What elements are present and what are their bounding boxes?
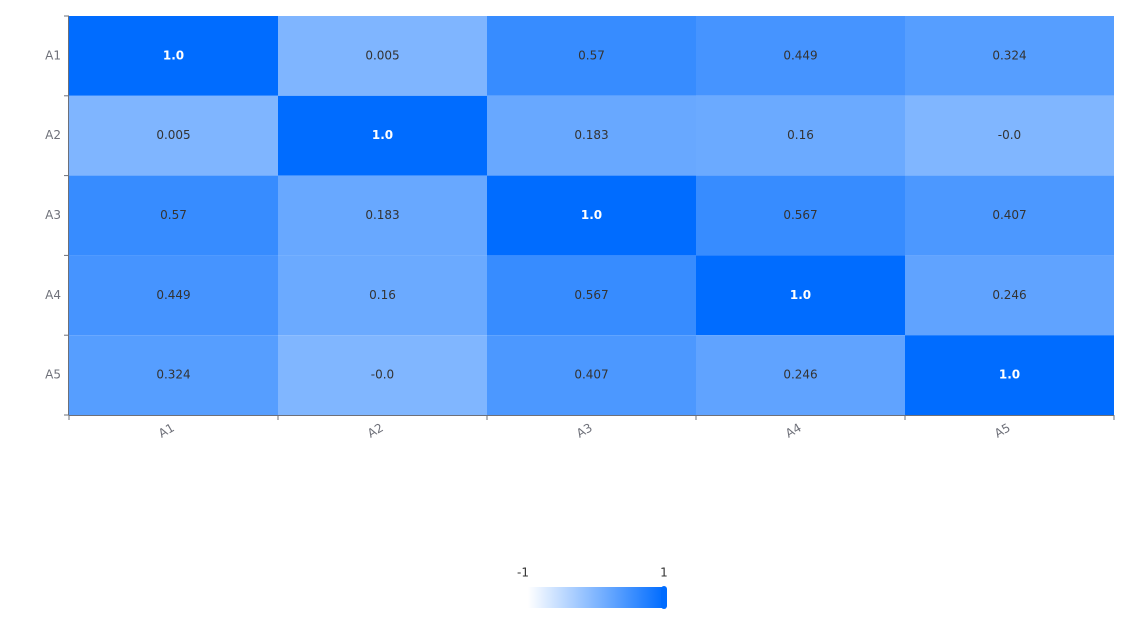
- heatmap-cell: [696, 255, 905, 336]
- cell-label: -0.0: [998, 128, 1021, 142]
- x-tick-label: A5: [992, 421, 1013, 441]
- heatmap-cell: [278, 255, 487, 336]
- heatmap-cell: [69, 95, 278, 176]
- cell-label: 0.246: [992, 288, 1026, 302]
- x-tick-label: A4: [783, 421, 804, 441]
- y-tick-label: A1: [45, 48, 61, 62]
- y-tick-label: A3: [45, 208, 61, 222]
- heatmap-cell: [69, 175, 278, 256]
- heatmap-cell: [487, 16, 696, 96]
- heatmap-cell: [487, 95, 696, 176]
- heatmap-cell: [69, 16, 278, 96]
- cell-label: 1.0: [999, 368, 1020, 382]
- heatmap-cell: [487, 335, 696, 415]
- cell-label: 1.0: [372, 128, 393, 142]
- y-tick-label: A2: [45, 128, 61, 142]
- cell-label: 0.449: [156, 288, 190, 302]
- visual-map-max-label: 1: [660, 566, 668, 580]
- x-tick-label: A1: [156, 421, 177, 441]
- x-tick-label: A3: [574, 421, 595, 441]
- heatmap-cell: [696, 95, 905, 176]
- cell-label: 0.183: [574, 128, 608, 142]
- heatmap-cell: [905, 16, 1114, 96]
- cell-label: 0.57: [578, 48, 605, 62]
- cell-label: 0.407: [574, 368, 608, 382]
- heatmap-cell: [905, 175, 1114, 256]
- cell-label: 0.57: [160, 208, 187, 222]
- cell-label: 0.567: [574, 288, 608, 302]
- heatmap-cell: [69, 255, 278, 336]
- cell-label: 0.16: [369, 288, 396, 302]
- y-tick-label: A4: [45, 288, 61, 302]
- x-tick-label: A2: [365, 421, 386, 441]
- heatmap-cell: [696, 16, 905, 96]
- visual-map-bar: [528, 587, 664, 608]
- cell-label: 1.0: [790, 288, 811, 302]
- cell-label: 1.0: [581, 208, 602, 222]
- cell-label: 0.16: [787, 128, 814, 142]
- heatmap-cell: [278, 95, 487, 176]
- cell-label: 0.449: [783, 48, 817, 62]
- cell-label: 0.324: [992, 48, 1026, 62]
- heatmap-cell: [696, 175, 905, 256]
- cell-label: 0.324: [156, 368, 190, 382]
- heatmap-cell: [696, 335, 905, 415]
- heatmap-cell: [69, 335, 278, 415]
- cell-label: 0.005: [156, 128, 190, 142]
- visual-map-min-label: -1: [517, 566, 529, 580]
- cell-label: 0.005: [365, 48, 399, 62]
- cell-label: 0.567: [783, 208, 817, 222]
- cell-label: -0.0: [371, 368, 394, 382]
- y-tick-label: A5: [45, 368, 61, 382]
- visual-map-handle: [661, 586, 667, 609]
- heatmap-cell: [905, 95, 1114, 176]
- heatmap-cell: [278, 16, 487, 96]
- heatmap-cell: [905, 335, 1114, 415]
- cell-label: 0.183: [365, 208, 399, 222]
- cell-label: 1.0: [163, 48, 184, 62]
- heatmap-cell: [278, 335, 487, 415]
- cell-label: 0.246: [783, 368, 817, 382]
- heatmap-cell: [905, 255, 1114, 336]
- cell-label: 0.407: [992, 208, 1026, 222]
- heatmap-cell: [278, 175, 487, 256]
- heatmap-cell: [487, 255, 696, 336]
- heatmap-cell: [487, 175, 696, 256]
